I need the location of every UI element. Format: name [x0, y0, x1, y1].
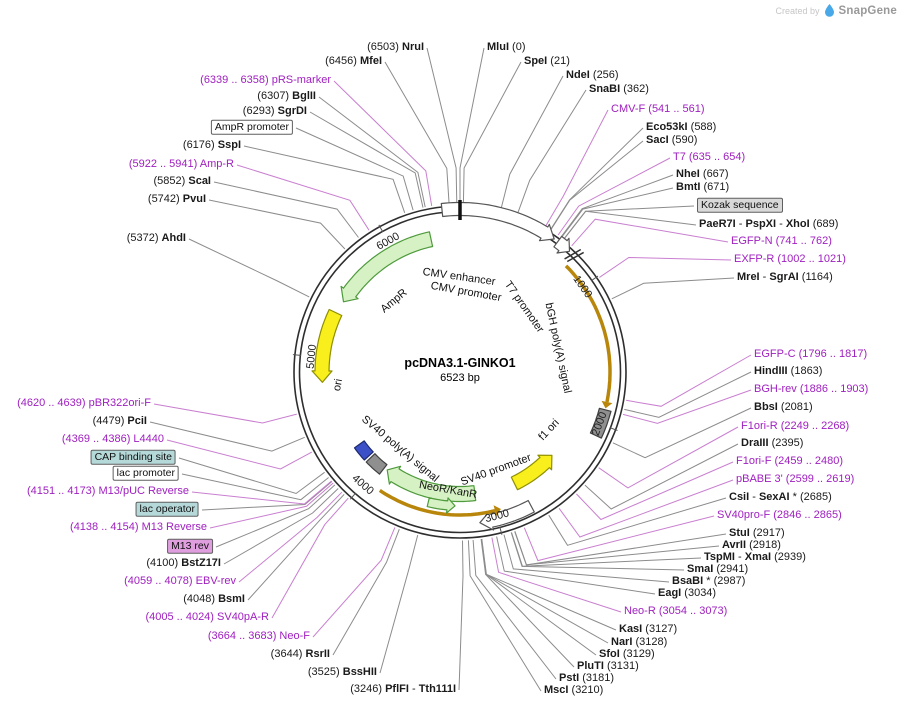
leader-line-scai	[213, 181, 359, 238]
f1-ori-label: f1 ori	[536, 417, 561, 443]
leader-line-smai	[510, 532, 685, 571]
leader-line-spei	[462, 61, 522, 204]
t7-promoter-label: T7 promoter	[502, 279, 546, 335]
leader-line-m13-puc-reverse	[191, 480, 332, 505]
feature-ori-arrow	[311, 308, 343, 383]
leader-line-bgh-rev	[622, 389, 752, 424]
position-tick-2000	[609, 427, 618, 431]
leader-line-lac-promoter	[181, 473, 329, 501]
leader-line-ahdi	[188, 238, 310, 298]
plasmid-name: pcDNA3.1-GINKO1	[404, 356, 516, 370]
sequence-break-mark-2	[566, 251, 585, 263]
leader-line-bmti	[561, 187, 674, 238]
leader-line-psti	[472, 539, 557, 680]
leader-line-msci	[467, 540, 542, 692]
position-tick-4000	[349, 492, 356, 500]
position-tick-5000	[292, 354, 301, 356]
leader-line-f1ori-f	[576, 461, 734, 521]
leader-line-neo-r	[491, 537, 622, 613]
leader-line-m13-reverse	[209, 482, 334, 529]
leader-line-f1ori-r	[598, 426, 739, 489]
feature-transcript-arc-arrowhead	[493, 505, 501, 516]
feature-f1-ori-arrow	[510, 454, 553, 491]
leader-line-ndei	[500, 75, 564, 209]
feature-ampr-arrow	[340, 231, 434, 303]
leader-line-paer7i-pspxi-xhoi	[563, 210, 697, 240]
leader-line-ampr-promoter	[295, 127, 414, 211]
feature-ginko1-orf-arc	[564, 264, 612, 403]
leader-line-mrei-sgrai	[611, 277, 735, 300]
plasmid-size: 6523 bp	[440, 372, 480, 384]
leader-line-amp-r	[236, 164, 370, 231]
leader-line-sv40pa-r	[271, 497, 349, 619]
leader-line-cmv-f	[544, 109, 609, 227]
leader-line-prs-marker	[333, 80, 433, 206]
leader-line-sv40pro-f	[523, 515, 715, 562]
leader-line-egfp-n	[571, 218, 729, 247]
leader-line-neo-f	[312, 527, 396, 638]
position-label-3000: 3000	[484, 507, 511, 525]
ori-label: ori	[331, 378, 345, 392]
position-tick-3000	[499, 526, 503, 535]
leader-line-saci	[550, 140, 644, 231]
leader-line-eagi	[496, 536, 656, 595]
leader-line-draiii	[584, 443, 739, 510]
leader-line-bsmi	[247, 494, 345, 601]
feature-transcript-arc	[378, 488, 496, 517]
leader-line-nrui	[426, 47, 458, 204]
feature-lac-region-box	[353, 440, 374, 461]
snapgene-watermark: Created by SnapGene	[775, 4, 897, 17]
leader-line-pvui	[208, 199, 346, 250]
leader-line-pbr322ori-f	[153, 403, 297, 424]
position-tick-1000	[591, 275, 599, 282]
leader-line-ebv-rev	[238, 491, 343, 583]
leader-line-snabi	[517, 89, 587, 214]
leader-line-pcii	[149, 421, 305, 452]
feature-sv40-promoter-arrow	[479, 499, 535, 531]
sequence-break-mark-1	[564, 248, 582, 260]
leader-line-lac-operator	[201, 481, 333, 511]
plasmid-title-block: pcDNA3.1-GINKO1 6523 bp	[404, 356, 515, 384]
watermark-prefix: Created by	[775, 5, 820, 16]
feature-ginko1-orf-arc-arrowhead	[601, 400, 613, 409]
feature-em7-promoter-arrow	[426, 497, 456, 514]
leader-line-bglii	[318, 96, 426, 208]
position-label-4000: 4000	[350, 472, 376, 497]
leader-line-sgrdi	[309, 111, 424, 208]
ampr-label: AmpR	[378, 287, 409, 316]
leader-line-bsabi	[503, 534, 670, 583]
leader-line-nhei	[560, 174, 674, 238]
leader-line-csii-sexai	[548, 497, 727, 546]
leader-line-bstz17i	[223, 488, 339, 565]
leader-line-rsrii	[332, 529, 400, 656]
leader-line-hindiii	[624, 371, 752, 418]
leader-line-mfei	[384, 61, 450, 204]
position-tick-6000	[378, 224, 384, 233]
leader-line-sspi	[243, 145, 406, 213]
leader-line-mlui	[459, 47, 485, 204]
leader-line-bbsi	[612, 407, 752, 459]
feature-cmv-enhancer-promoter-arrow	[440, 201, 555, 242]
leader-line-pbabe-3	[558, 479, 734, 538]
leader-line-t7-primer	[557, 157, 671, 236]
leader-line-l4440	[166, 439, 313, 470]
leader-line-cap-binding-site	[178, 457, 325, 495]
leader-line-avrii	[514, 531, 720, 566]
watermark-brand: SnapGene	[838, 4, 897, 17]
leader-line-pflfi-tth111i	[458, 540, 464, 691]
feature-t7-promoter-arrow	[553, 235, 571, 254]
position-label-5000: 5000	[305, 344, 319, 370]
leader-line-bsshii	[379, 534, 419, 674]
feature-bgh-polya-box	[589, 407, 612, 439]
bgh-polya-label: bGH poly(A) signal	[543, 302, 574, 395]
leader-line-tspmi-xmai	[511, 532, 702, 567]
snapgene-logo-icon	[824, 4, 834, 17]
leader-line-exfp-r	[599, 256, 732, 278]
leader-line-m13-rev	[215, 484, 336, 548]
leader-line-egfp-c	[626, 354, 752, 407]
leader-line-pluti	[480, 539, 575, 668]
feature-sv40-polya-box	[365, 453, 388, 475]
